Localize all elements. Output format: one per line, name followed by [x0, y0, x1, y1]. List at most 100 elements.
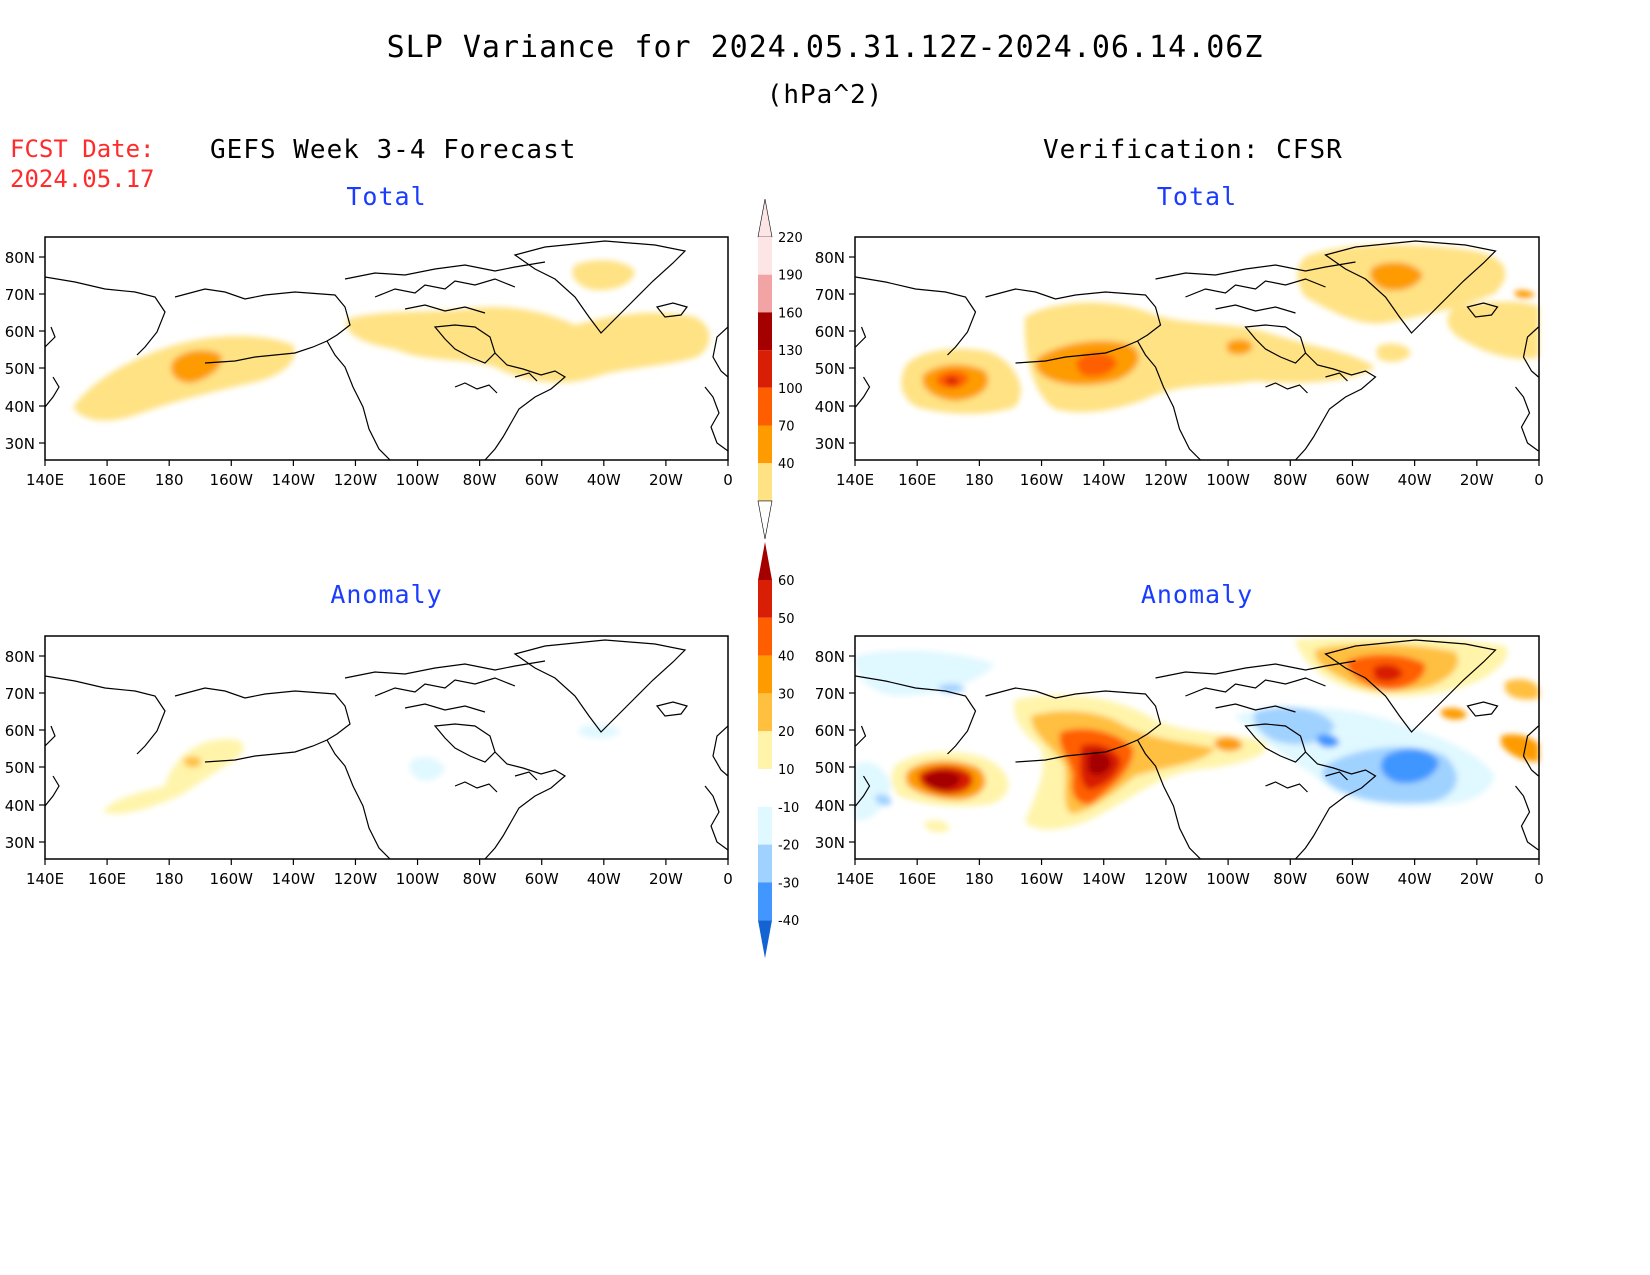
- colorbar-swatch: [758, 463, 772, 501]
- colorbar-top-arrow: [758, 542, 772, 580]
- colorbar-swatch: [758, 617, 772, 656]
- forecast-header: GEFS Week 3-4 Forecast: [210, 135, 577, 165]
- lat-tick-label: 80N: [815, 648, 845, 666]
- colorbar-label: 70: [778, 420, 795, 435]
- lon-tick-label: 40W: [587, 471, 621, 489]
- lon-tick-label: 160E: [898, 870, 936, 888]
- lon-tick-label: 140W: [1082, 471, 1126, 489]
- colorbar-label: 40: [778, 650, 795, 665]
- forecast-anomaly-subtitle: Anomaly: [330, 580, 443, 609]
- lat-tick-label: 70N: [5, 286, 35, 304]
- colorbar-label: 50: [778, 612, 795, 627]
- colorbar-label: 220: [778, 231, 803, 246]
- lon-tick-label: 160W: [210, 471, 254, 489]
- verification-anomaly-frame: [854, 635, 1540, 860]
- lon-tick-label: 60W: [1335, 471, 1369, 489]
- verification-header: Verification: CFSR: [1043, 135, 1343, 165]
- lon-tick-label: 60W: [1335, 870, 1369, 888]
- lon-tick-label: 160E: [88, 471, 126, 489]
- lon-tick-label: 20W: [1460, 471, 1494, 489]
- lon-tick-label: 180: [965, 471, 994, 489]
- lat-tick-label: 80N: [5, 648, 35, 666]
- lon-tick-label: 140E: [836, 471, 874, 489]
- lon-tick-label: 180: [965, 870, 994, 888]
- lat-tick-label: 80N: [5, 249, 35, 267]
- lat-tick-label: 50N: [5, 360, 35, 378]
- verification-anomaly-subtitle: Anomaly: [1140, 580, 1254, 609]
- colorbar-swatch: [758, 844, 772, 883]
- colorbar-total: 220 190 160 130 100 70 40: [757, 198, 803, 539]
- lon-tick-label: 20W: [649, 870, 683, 888]
- lon-tick-label: 80W: [1273, 870, 1307, 888]
- lat-tick-label: 50N: [815, 759, 845, 777]
- lon-tick-label: 80W: [463, 870, 497, 888]
- lon-tick-label: 140E: [26, 471, 64, 489]
- forecast-total-panel: [44, 236, 729, 461]
- lat-tick-label: 30N: [815, 834, 845, 852]
- forecast-total-frame: [44, 236, 729, 461]
- forecast-total-shading: [73, 260, 710, 421]
- colorbar-swatch: [758, 387, 772, 426]
- lon-tick-label: 40W: [587, 870, 621, 888]
- lon-tick-label: 60W: [525, 870, 559, 888]
- colorbar-label: -40: [778, 914, 799, 929]
- lon-tick-label: 140W: [272, 870, 316, 888]
- lat-tick-label: 30N: [815, 435, 845, 453]
- map-axes: 80N 70N 60N 50N 40N 30N 140E 160E 180 160W 140W 120…: [5, 249, 1544, 888]
- lon-tick-label: 0: [1534, 471, 1544, 489]
- colorbar-label: 20: [778, 725, 795, 740]
- lat-tick-label: 60N: [5, 722, 35, 740]
- lon-tick-label: 160E: [88, 870, 126, 888]
- forecast-date-value: 2024.05.17: [10, 165, 155, 193]
- lon-tick-label: 20W: [649, 471, 683, 489]
- colorbar-swatch: [758, 769, 772, 807]
- lon-tick-label: 100W: [396, 870, 440, 888]
- verification-anomaly-panel: [854, 635, 1540, 860]
- forecast-total-subtitle: Total: [346, 182, 427, 211]
- colorbar-label: 30: [778, 687, 795, 702]
- lon-tick-label: 100W: [1206, 471, 1250, 489]
- colorbar-label: 100: [778, 382, 803, 397]
- lon-tick-label: 120W: [1144, 870, 1188, 888]
- lon-tick-label: 80W: [1273, 471, 1307, 489]
- forecast-date-block: FCST Date: 2024.05.17: [10, 134, 155, 194]
- lon-tick-label: 0: [723, 471, 733, 489]
- verification-total-subtitle: Total: [1156, 182, 1238, 211]
- colorbar-label: -30: [778, 876, 799, 891]
- colorbar-label: 130: [778, 344, 803, 359]
- lat-tick-label: 50N: [5, 759, 35, 777]
- forecast-anomaly-panel: [44, 635, 729, 860]
- lat-tick-label: 70N: [815, 685, 845, 703]
- lon-tick-label: 140E: [836, 870, 874, 888]
- lon-tick-label: 140W: [1082, 870, 1126, 888]
- colorbar-swatch: [758, 655, 772, 694]
- lon-tick-label: 140E: [26, 870, 64, 888]
- lon-tick-label: 0: [723, 870, 733, 888]
- colorbar-swatch: [758, 693, 772, 732]
- colorbar-swatch: [758, 806, 772, 845]
- lat-tick-label: 70N: [815, 286, 845, 304]
- colorbar-swatch: [758, 350, 772, 388]
- forecast-anomaly-frame: [44, 635, 729, 860]
- lon-tick-label: 180: [155, 471, 184, 489]
- lon-tick-label: 120W: [334, 870, 378, 888]
- lon-tick-label: 160W: [1020, 870, 1064, 888]
- lat-tick-label: 60N: [5, 323, 35, 341]
- colorbar-anomaly: 60 50 40 30 20 10 -10 -20 -30 -40: [758, 542, 799, 959]
- colorbar-bottom-arrow: [757, 500, 773, 539]
- colorbar-swatch: [758, 580, 772, 618]
- lon-tick-label: 40W: [1398, 471, 1432, 489]
- forecast-date-label: FCST Date:: [10, 135, 155, 163]
- lat-tick-label: 40N: [5, 797, 35, 815]
- lon-tick-label: 140W: [272, 471, 316, 489]
- colorbar-bottom-arrow: [758, 920, 772, 959]
- lon-tick-label: 160E: [898, 471, 936, 489]
- lat-tick-label: 40N: [815, 398, 845, 416]
- colorbar-swatch: [758, 882, 772, 921]
- lat-tick-label: 30N: [5, 435, 35, 453]
- colorbar-label: 10: [778, 763, 795, 778]
- verification-anomaly-shading: [855, 637, 1539, 833]
- lat-tick-label: 40N: [815, 797, 845, 815]
- colorbar-top-arrow: [757, 198, 773, 238]
